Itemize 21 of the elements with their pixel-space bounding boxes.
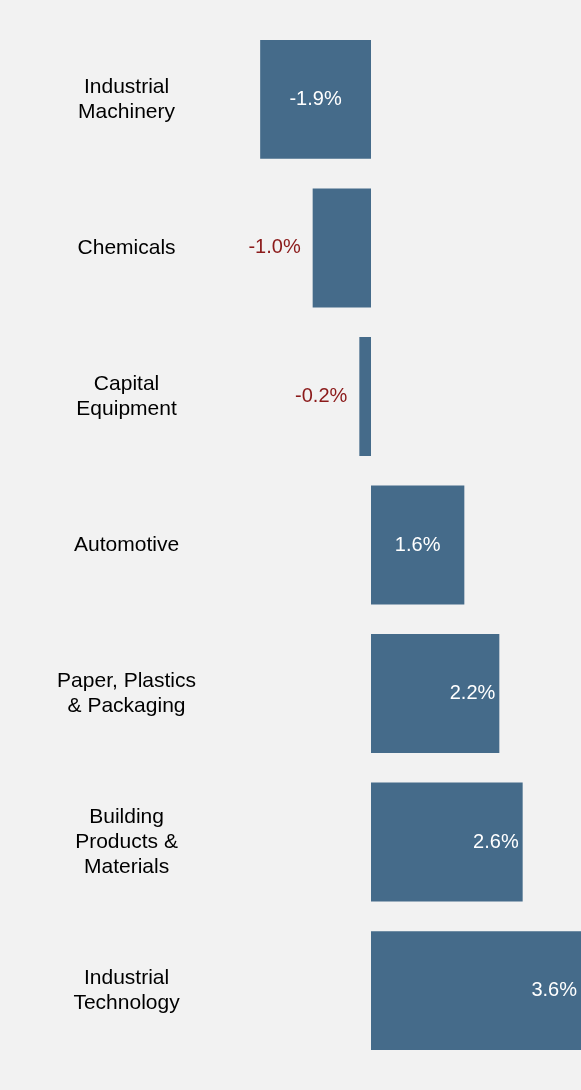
data-label: -1.9% — [289, 86, 342, 109]
data-label: -1.0% — [248, 235, 301, 258]
y-tick-label: Industrial Technology — [73, 964, 181, 1013]
data-label: 2.2% — [449, 681, 496, 704]
bar — [371, 634, 500, 753]
y-tick-label: Industrial Machinery — [78, 73, 176, 122]
data-label: 3.6% — [531, 978, 578, 1001]
bar — [371, 782, 523, 902]
bar — [371, 485, 465, 605]
y-tick-label: Building Products & Materials — [75, 803, 178, 878]
y-tick-label: Automotive — [74, 531, 180, 555]
y-tick-label: Paper, Plastics & Packaging — [57, 667, 196, 716]
y-tick-label: Capital Equipment — [76, 370, 177, 419]
data-label: 1.6% — [394, 532, 441, 555]
y-tick-label: Chemicals — [77, 234, 176, 258]
bar — [260, 40, 371, 159]
bar — [312, 188, 371, 308]
data-label: -0.2% — [295, 384, 348, 406]
bar — [359, 337, 371, 456]
data-label: 2.6% — [473, 829, 519, 852]
bar — [371, 931, 581, 1050]
